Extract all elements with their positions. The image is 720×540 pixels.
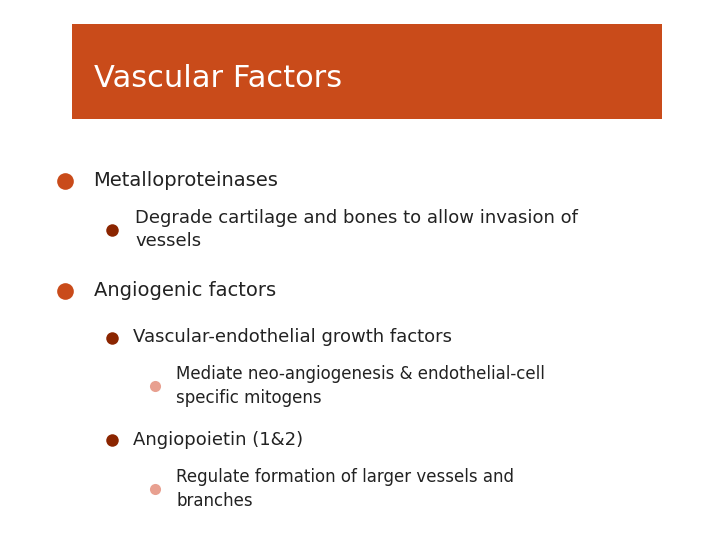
Text: Mediate neo-angiogenesis & endothelial-cell
specific mitogens: Mediate neo-angiogenesis & endothelial-c… [176,365,545,407]
Text: Vascular Factors: Vascular Factors [94,64,342,93]
Text: Metalloproteinases: Metalloproteinases [94,171,279,191]
Text: Regulate formation of larger vessels and
branches: Regulate formation of larger vessels and… [176,468,514,510]
Text: Angiogenic factors: Angiogenic factors [94,281,276,300]
Text: Angiopoietin (1&2): Angiopoietin (1&2) [133,431,303,449]
Text: Degrade cartilage and bones to allow invasion of
vessels: Degrade cartilage and bones to allow inv… [135,208,578,251]
FancyBboxPatch shape [72,24,662,119]
Text: Vascular-endothelial growth factors: Vascular-endothelial growth factors [133,328,452,347]
